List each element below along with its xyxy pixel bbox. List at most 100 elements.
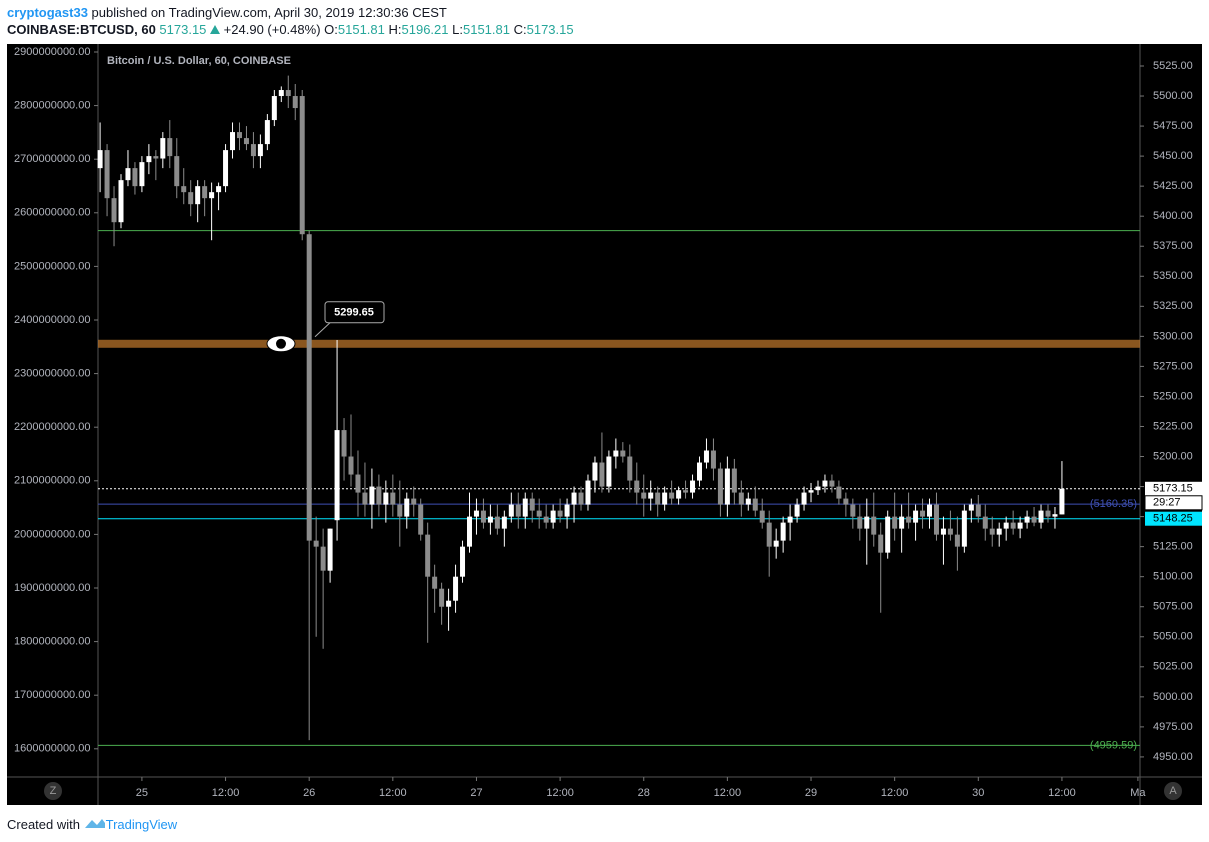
candle-body [578,492,584,505]
x-tick-label: 26 [303,787,315,799]
candle-body [466,516,472,547]
candle-body [710,450,716,469]
candle-body [913,510,919,523]
candle-body [202,186,208,199]
candle-body [432,576,438,589]
candle-body [703,450,709,463]
y-tick-label: 5050.00 [1153,631,1193,643]
candle-body [1017,522,1023,529]
open: 5151.81 [337,22,385,37]
candle-body [411,498,417,505]
candle-body [564,504,570,517]
y-tick-label: 5375.00 [1153,240,1193,252]
y2-tick-label: 1900000000.00 [14,582,90,594]
candle-body [655,492,661,505]
candle-body [425,534,431,577]
footer: Created with TradingView [7,817,177,832]
candle-body [878,534,884,553]
candle-body [264,120,270,145]
y-tick-label: 5450.00 [1153,150,1193,162]
candle-body [801,492,807,505]
candle-body [731,468,737,493]
candle-body [850,504,856,517]
candle-body [487,516,493,523]
candle-body [676,490,682,499]
auto-label[interactable]: A [1169,785,1177,797]
candle-body [808,490,814,493]
brand[interactable]: TradingView [105,817,178,832]
candle-body [480,510,486,523]
y-tick-label: 5025.00 [1153,661,1193,673]
candle-body [404,498,410,517]
y-tick-label: 5300.00 [1153,330,1193,342]
candle-body [1059,488,1065,515]
up-arrow [210,25,221,34]
candle-body [738,492,744,505]
y2-tick-label: 2900000000.00 [14,46,90,58]
header-line-1: cryptogast33 published on TradingView.co… [7,5,447,20]
candle-body [439,588,445,607]
candle-body [355,474,361,493]
auto-button[interactable] [1164,782,1182,800]
candle-body [843,498,849,505]
callout-stem [314,322,331,338]
level-band [98,339,1140,348]
close-label: C: [513,22,527,37]
candle-body [627,456,633,481]
candle-body [362,492,368,505]
candle-body [383,492,389,505]
candle-body [752,498,758,511]
eye-pupil [276,338,286,349]
y-tick-label: 5525.00 [1153,60,1193,72]
last-price: 5173.15 [159,22,207,37]
candle-body [334,430,340,521]
header-line-2: COINBASE:BTCUSD, 60 5173.15 +24.90 (+0.4… [7,22,574,37]
candle-body [369,486,375,505]
y2-tick-label: 2800000000.00 [14,99,90,111]
candle-body [697,462,703,481]
y2-tick-label: 2600000000.00 [14,207,90,219]
high-label: H: [388,22,402,37]
candle-body [257,144,263,157]
brand-logo [84,819,105,828]
y2-tick-label: 2400000000.00 [14,314,90,326]
candle-body [313,540,319,547]
candle-body [153,156,159,159]
candle-body [996,528,1002,535]
price-box-label: 5173.15 [1153,483,1193,495]
x-tick-label: 30 [972,787,984,799]
x-tick-label: 12:00 [881,787,909,799]
candle-body [174,156,180,187]
candle-body [1031,516,1037,523]
candle-body [571,492,577,505]
candle-body [780,522,786,541]
y-tick-label: 4950.00 [1153,751,1193,763]
y-tick-label: 5075.00 [1153,601,1193,613]
candle-body [285,90,291,97]
candle-body [606,456,612,487]
x-tick-label: 12:00 [546,787,574,799]
candle-body [243,138,249,145]
candle-body [536,510,542,517]
y-tick-label: 5100.00 [1153,571,1193,583]
candle-body [1052,514,1058,517]
candle-body [927,504,933,517]
close: 5173.15 [526,22,574,37]
zoom-label[interactable]: Z [50,785,57,797]
candle-body [933,504,939,535]
low-label: L: [452,22,463,37]
x-tick-label: 12:00 [1048,787,1076,799]
zoom-button[interactable] [44,782,62,800]
y-tick-label: 5000.00 [1153,691,1193,703]
candle-body [125,168,131,181]
candle-body [669,492,675,499]
x-tick-label: 27 [470,787,482,799]
candle-body [745,498,751,505]
candle-body [236,132,242,139]
candle-body [871,516,877,535]
candle-body [864,516,870,529]
author[interactable]: cryptogast33 [7,5,88,20]
candle-body [641,492,647,499]
candle-body [954,534,960,547]
x-tick-label: 29 [805,787,817,799]
